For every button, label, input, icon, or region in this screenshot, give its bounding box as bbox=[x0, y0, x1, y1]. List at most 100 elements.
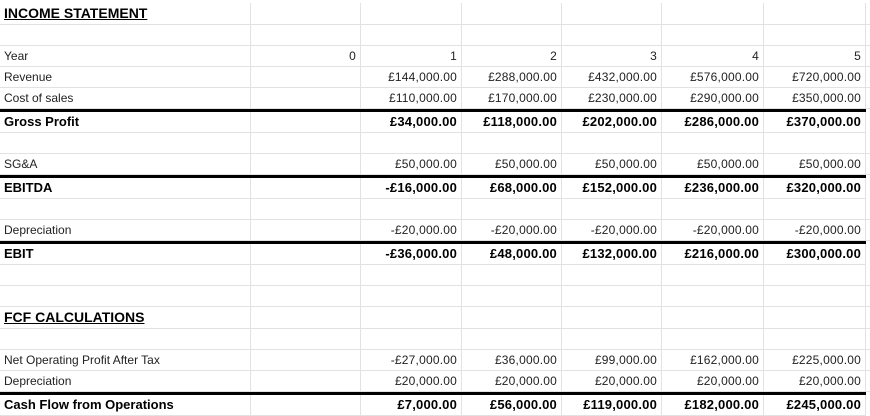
empty-cell[interactable] bbox=[462, 133, 562, 153]
empty-cell[interactable] bbox=[462, 265, 562, 285]
empty-cell[interactable] bbox=[361, 199, 462, 219]
value-cell[interactable]: -£20,000.00 bbox=[662, 220, 764, 240]
empty-cell[interactable] bbox=[361, 265, 462, 285]
row-label-cell[interactable]: Cash Flow from Operations bbox=[0, 395, 251, 415]
row-label-cell[interactable]: EBIT bbox=[0, 244, 251, 264]
value-cell[interactable]: £152,000.00 bbox=[562, 178, 662, 198]
value-cell[interactable]: £245,000.00 bbox=[764, 395, 866, 415]
value-cell[interactable]: £132,000.00 bbox=[562, 244, 662, 264]
row-label-cell[interactable]: Gross Profit bbox=[0, 112, 251, 132]
empty-cell[interactable] bbox=[764, 199, 866, 219]
value-cell[interactable]: 4 bbox=[662, 46, 764, 66]
empty-cell[interactable] bbox=[662, 307, 764, 328]
row-label-cell[interactable]: Depreciation bbox=[0, 371, 251, 391]
empty-cell[interactable] bbox=[764, 133, 866, 153]
empty-cell[interactable] bbox=[462, 3, 562, 24]
value-cell[interactable]: £48,000.00 bbox=[462, 244, 562, 264]
empty-cell[interactable] bbox=[764, 307, 866, 328]
value-cell[interactable]: -£20,000.00 bbox=[462, 220, 562, 240]
value-cell[interactable]: £20,000.00 bbox=[562, 371, 662, 391]
value-cell[interactable]: £144,000.00 bbox=[361, 67, 462, 87]
empty-cell[interactable] bbox=[361, 133, 462, 153]
value-cell[interactable]: -£27,000.00 bbox=[361, 350, 462, 370]
value-cell[interactable]: -£20,000.00 bbox=[562, 220, 662, 240]
empty-cell[interactable] bbox=[0, 265, 251, 285]
value-cell[interactable]: £720,000.00 bbox=[764, 67, 866, 87]
empty-cell[interactable] bbox=[662, 199, 764, 219]
value-cell[interactable]: £50,000.00 bbox=[562, 154, 662, 174]
empty-cell[interactable] bbox=[0, 25, 251, 45]
value-cell[interactable]: £576,000.00 bbox=[662, 67, 764, 87]
empty-cell[interactable] bbox=[0, 329, 251, 349]
empty-cell[interactable] bbox=[251, 133, 361, 153]
empty-cell[interactable] bbox=[764, 25, 866, 45]
empty-cell[interactable] bbox=[251, 199, 361, 219]
empty-cell[interactable] bbox=[251, 88, 361, 108]
empty-cell[interactable] bbox=[251, 286, 361, 306]
value-cell[interactable]: £50,000.00 bbox=[764, 154, 866, 174]
empty-cell[interactable] bbox=[462, 199, 562, 219]
value-cell[interactable]: £286,000.00 bbox=[662, 112, 764, 132]
value-cell[interactable]: £225,000.00 bbox=[764, 350, 866, 370]
value-cell[interactable]: £20,000.00 bbox=[361, 371, 462, 391]
empty-cell[interactable] bbox=[662, 329, 764, 349]
empty-cell[interactable] bbox=[361, 25, 462, 45]
value-cell[interactable]: £20,000.00 bbox=[462, 371, 562, 391]
value-cell[interactable]: £50,000.00 bbox=[361, 154, 462, 174]
empty-cell[interactable] bbox=[251, 112, 361, 132]
value-cell[interactable]: -£20,000.00 bbox=[764, 220, 866, 240]
value-cell[interactable]: £432,000.00 bbox=[562, 67, 662, 87]
empty-cell[interactable] bbox=[251, 67, 361, 87]
value-cell[interactable]: 1 bbox=[361, 46, 462, 66]
value-cell[interactable]: £50,000.00 bbox=[462, 154, 562, 174]
empty-cell[interactable] bbox=[251, 244, 361, 264]
value-cell[interactable]: £320,000.00 bbox=[764, 178, 866, 198]
empty-cell[interactable] bbox=[462, 329, 562, 349]
value-cell[interactable]: £50,000.00 bbox=[662, 154, 764, 174]
empty-cell[interactable] bbox=[0, 133, 251, 153]
empty-cell[interactable] bbox=[251, 178, 361, 198]
empty-cell[interactable] bbox=[251, 265, 361, 285]
empty-cell[interactable] bbox=[251, 395, 361, 415]
empty-cell[interactable] bbox=[562, 329, 662, 349]
empty-cell[interactable] bbox=[562, 133, 662, 153]
empty-cell[interactable] bbox=[462, 286, 562, 306]
value-cell[interactable]: £110,000.00 bbox=[361, 88, 462, 108]
value-cell[interactable]: 3 bbox=[562, 46, 662, 66]
value-cell[interactable]: £170,000.00 bbox=[462, 88, 562, 108]
value-cell[interactable]: £162,000.00 bbox=[662, 350, 764, 370]
empty-cell[interactable] bbox=[662, 133, 764, 153]
value-cell[interactable]: 0 bbox=[251, 46, 361, 66]
value-cell[interactable]: 2 bbox=[462, 46, 562, 66]
value-cell[interactable]: £288,000.00 bbox=[462, 67, 562, 87]
value-cell[interactable]: £202,000.00 bbox=[562, 112, 662, 132]
value-cell[interactable]: £20,000.00 bbox=[662, 371, 764, 391]
empty-cell[interactable] bbox=[764, 3, 866, 24]
empty-cell[interactable] bbox=[0, 199, 251, 219]
empty-cell[interactable] bbox=[662, 3, 764, 24]
empty-cell[interactable] bbox=[764, 286, 866, 306]
empty-cell[interactable] bbox=[251, 350, 361, 370]
empty-cell[interactable] bbox=[361, 307, 462, 328]
empty-cell[interactable] bbox=[562, 307, 662, 328]
value-cell[interactable]: £118,000.00 bbox=[462, 112, 562, 132]
value-cell[interactable]: £119,000.00 bbox=[562, 395, 662, 415]
row-label-cell[interactable]: Net Operating Profit After Tax bbox=[0, 350, 251, 370]
empty-cell[interactable] bbox=[562, 286, 662, 306]
value-cell[interactable]: £36,000.00 bbox=[462, 350, 562, 370]
empty-cell[interactable] bbox=[562, 199, 662, 219]
value-cell[interactable]: £99,000.00 bbox=[562, 350, 662, 370]
empty-cell[interactable] bbox=[662, 265, 764, 285]
row-label-cell[interactable]: EBITDA bbox=[0, 178, 251, 198]
empty-cell[interactable] bbox=[361, 329, 462, 349]
value-cell[interactable]: 5 bbox=[764, 46, 866, 66]
row-label-cell[interactable]: SG&A bbox=[0, 154, 251, 174]
value-cell[interactable]: £182,000.00 bbox=[662, 395, 764, 415]
row-label-cell[interactable]: Revenue bbox=[0, 67, 251, 87]
row-label-cell[interactable]: Year bbox=[0, 46, 251, 66]
row-label-cell[interactable]: INCOME STATEMENT bbox=[0, 3, 251, 24]
empty-cell[interactable] bbox=[662, 286, 764, 306]
row-label-cell[interactable]: FCF CALCULATIONS bbox=[0, 307, 251, 328]
empty-cell[interactable] bbox=[764, 329, 866, 349]
empty-cell[interactable] bbox=[462, 307, 562, 328]
